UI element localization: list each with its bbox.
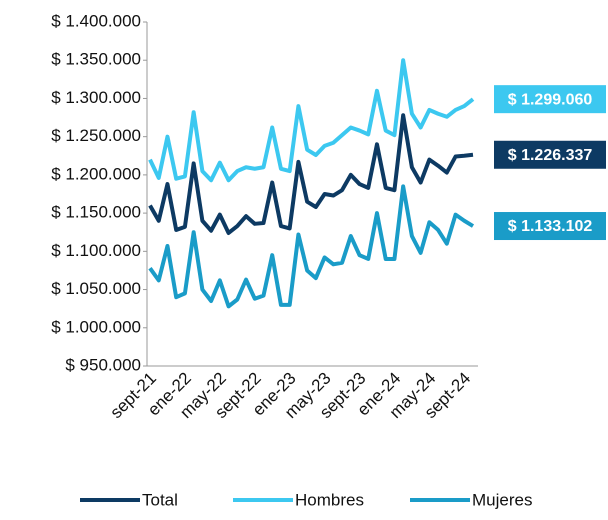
y-tick-label: $ 1.400.000 xyxy=(51,11,141,30)
y-tick-label: $ 1.300.000 xyxy=(51,88,141,107)
y-tick-label: $ 1.250.000 xyxy=(51,126,141,145)
series-line xyxy=(148,113,474,235)
value-label-box xyxy=(494,212,606,241)
y-tick-label: $ 1.200.000 xyxy=(51,164,141,183)
series-line xyxy=(148,184,475,309)
y-tick-label: $ 1.000.000 xyxy=(51,317,141,336)
value-label-box xyxy=(494,140,606,169)
y-tick-label: $ 950.000 xyxy=(65,355,141,374)
y-tick-label: $ 1.350.000 xyxy=(51,50,141,69)
value-label-box xyxy=(494,85,606,114)
series-line xyxy=(148,58,475,183)
value-label: $ 1.299.060 xyxy=(508,91,593,108)
value-label: $ 1.226.337 xyxy=(508,147,593,164)
y-tick-label: $ 1.100.000 xyxy=(51,241,141,260)
y-tick-label: $ 1.150.000 xyxy=(51,203,141,222)
value-label: $ 1.133.102 xyxy=(508,218,593,235)
legend-label: Mujeres xyxy=(472,490,532,509)
y-tick-label: $ 1.050.000 xyxy=(51,279,141,298)
legend-label: Total xyxy=(142,490,178,509)
legend-label: Hombres xyxy=(295,490,364,509)
